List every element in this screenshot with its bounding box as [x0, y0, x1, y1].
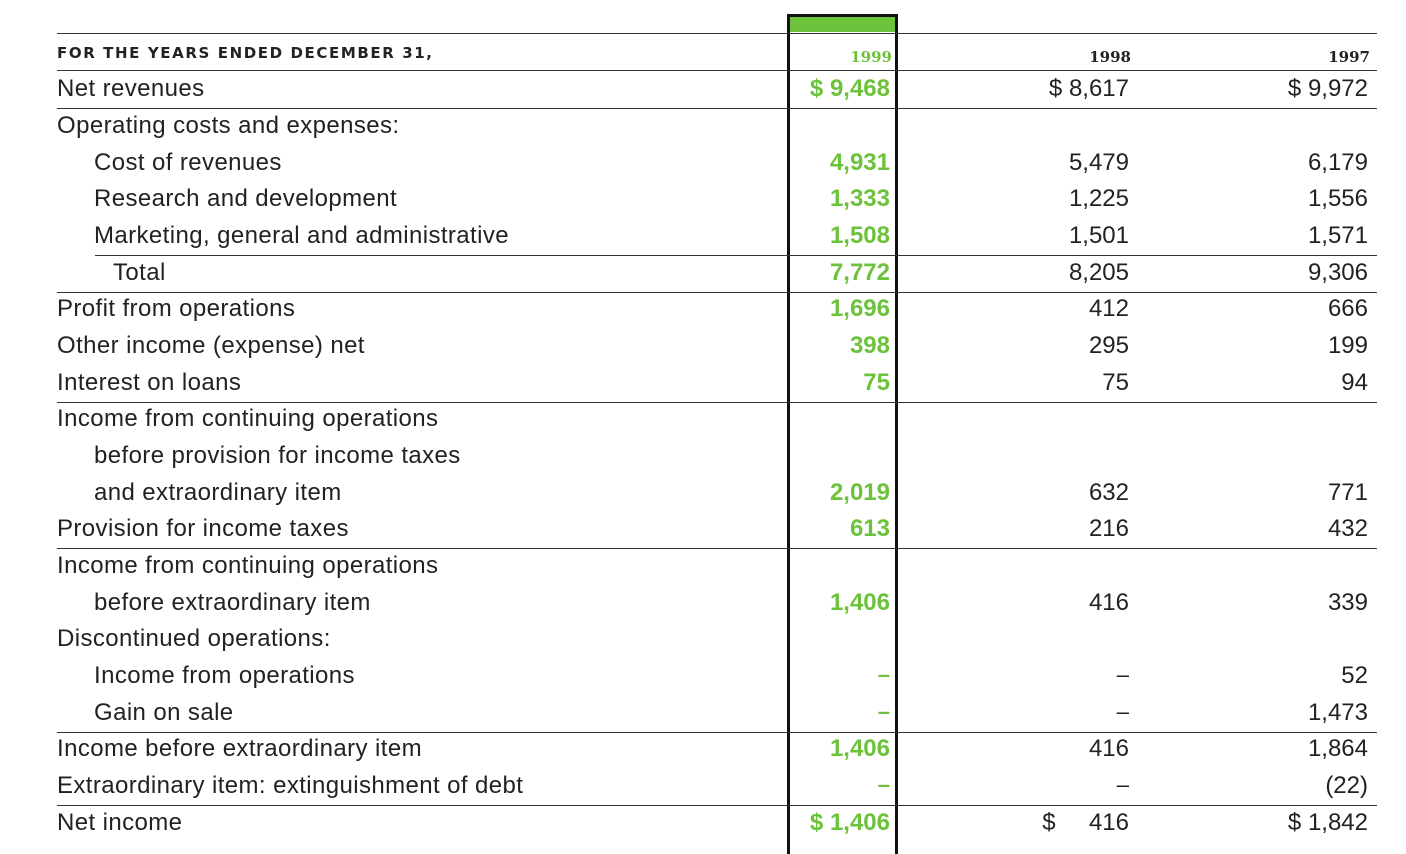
- cell-1998: 1,225: [1068, 185, 1129, 212]
- row-label: Provision for income taxes: [57, 515, 349, 542]
- cell-1998: 8,205: [1068, 259, 1129, 286]
- row-label: Income before extraordinary item: [57, 735, 422, 762]
- cell-1998: 416: [1088, 589, 1129, 616]
- highlight-column-1999: [787, 14, 898, 854]
- cell-1999: 1,406: [829, 589, 890, 616]
- row-label: before provision for income taxes: [94, 442, 461, 469]
- cell-1999: 398: [849, 332, 890, 359]
- cell-1998: 632: [1088, 479, 1129, 506]
- cell-1998: $ 8,617: [1048, 75, 1129, 102]
- cell-1999: 613: [849, 515, 890, 542]
- row-label: Other income (expense) net: [57, 332, 365, 359]
- highlight-bar-1999: [790, 17, 898, 32]
- cell-1997: 94: [1341, 369, 1368, 396]
- cell-1997: 9,306: [1307, 259, 1368, 286]
- cell-1998: 416: [1088, 735, 1129, 762]
- cell-1997: 666: [1327, 295, 1368, 322]
- cell-1997: $ 1,842: [1287, 809, 1368, 836]
- row-label: Discontinued operations:: [57, 625, 331, 652]
- cell-1997: 1,556: [1307, 185, 1368, 212]
- cell-1998: –: [1116, 662, 1129, 687]
- cell-1999: 1,333: [829, 185, 890, 212]
- cell-1998: 75: [1102, 369, 1129, 396]
- row-label: Cost of revenues: [94, 149, 282, 176]
- cell-1998: –: [1116, 699, 1129, 724]
- row-label: Total: [113, 259, 166, 286]
- row-rule: [57, 732, 1377, 733]
- cell-1998: 295: [1088, 332, 1129, 359]
- row-rule: [57, 292, 1377, 293]
- cell-1999: 1,508: [829, 222, 890, 249]
- row-rule: [95, 255, 1377, 256]
- row-label: before extraordinary item: [94, 589, 371, 616]
- row-label: Net revenues: [57, 75, 205, 102]
- cell-1997: 771: [1327, 479, 1368, 506]
- row-label: Income from operations: [94, 662, 355, 689]
- year-1997-header: 1997: [1328, 48, 1370, 66]
- cell-1997: 339: [1327, 589, 1368, 616]
- cell-1998: 412: [1088, 295, 1129, 322]
- cell-1999: 1,406: [829, 735, 890, 762]
- table-header-label: FOR THE YEARS ENDED DECEMBER 31,: [57, 44, 434, 62]
- cell-1997: 52: [1341, 662, 1368, 689]
- cell-1998: $ 416: [1042, 809, 1129, 836]
- cell-1999: 2,019: [829, 479, 890, 506]
- row-label: Profit from operations: [57, 295, 296, 322]
- cell-1997: $ 9,972: [1287, 75, 1368, 102]
- cell-1998: 1,501: [1068, 222, 1129, 249]
- table-top-rule: [57, 33, 1377, 34]
- header-rule: [57, 70, 1377, 71]
- cell-1999: $ 1,406: [809, 809, 890, 836]
- cell-1999: 4,931: [829, 149, 890, 176]
- cell-1997: 6,179: [1307, 149, 1368, 176]
- cell-1997: 199: [1327, 332, 1368, 359]
- row-label: Income from continuing operations: [57, 552, 439, 579]
- row-label: and extraordinary item: [94, 479, 342, 506]
- cell-1999: 7,772: [829, 259, 890, 286]
- cell-1999: 1,696: [829, 295, 890, 322]
- row-rule: [57, 108, 1377, 109]
- row-label: Income from continuing operations: [57, 405, 439, 432]
- row-rule: [57, 402, 1377, 403]
- cell-1998: –: [1116, 772, 1129, 797]
- cell-1997: 1,571: [1307, 222, 1368, 249]
- cell-1999: –: [877, 662, 890, 687]
- cell-1998: 216: [1088, 515, 1129, 542]
- cell-1997: 432: [1327, 515, 1368, 542]
- cell-1999: –: [877, 772, 890, 797]
- row-rule: [57, 548, 1377, 549]
- cell-1997: (22): [1325, 772, 1368, 799]
- year-1999-header: 1999: [850, 48, 892, 66]
- year-1998-header: 1998: [1089, 48, 1131, 66]
- row-label: Extraordinary item: extinguishment of de…: [57, 772, 524, 799]
- row-label: Marketing, general and administrative: [94, 222, 510, 249]
- cell-1999: 75: [863, 369, 890, 396]
- cell-1999: –: [877, 699, 890, 724]
- row-label: Research and development: [94, 185, 398, 212]
- row-label: Operating costs and expenses:: [57, 112, 400, 139]
- cell-1999: $ 9,468: [809, 75, 890, 102]
- cell-1998: 5,479: [1068, 149, 1129, 176]
- row-label: Net income: [57, 809, 183, 836]
- row-label: Interest on loans: [57, 369, 242, 396]
- row-label: Gain on sale: [94, 699, 234, 726]
- cell-1997: 1,864: [1307, 735, 1368, 762]
- cell-1997: 1,473: [1307, 699, 1368, 726]
- row-rule: [57, 805, 1377, 806]
